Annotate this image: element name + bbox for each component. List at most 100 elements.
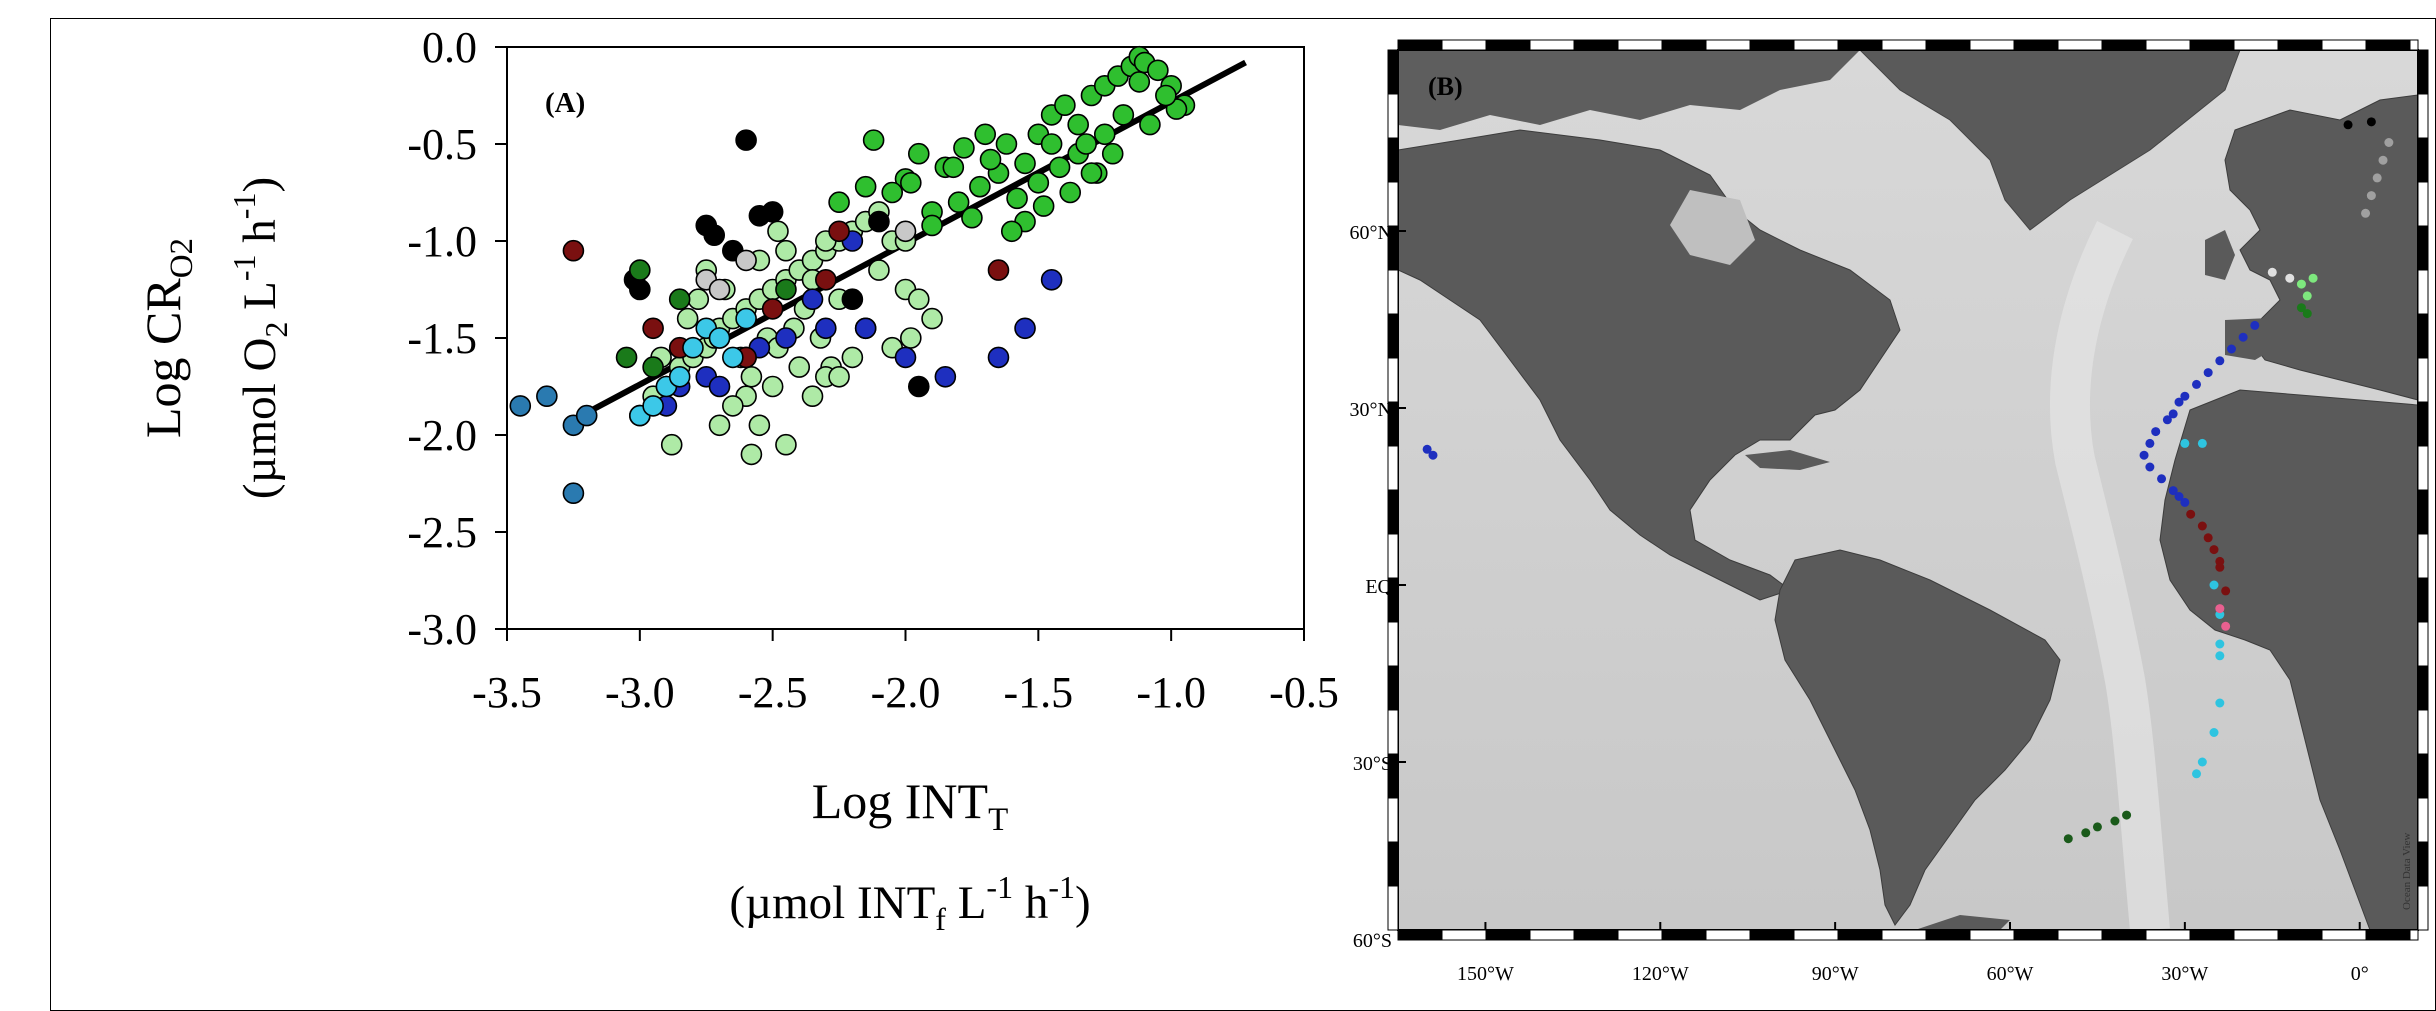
- iberia: [2225, 318, 2280, 360]
- frame-dash: [1617, 929, 1663, 941]
- scatter-point: [629, 259, 651, 281]
- scatter-point: [629, 278, 651, 301]
- station-marker: [2378, 155, 2388, 165]
- scatter-point: [814, 317, 837, 340]
- frame-dash: [2057, 39, 2103, 51]
- frame-dash: [2365, 929, 2411, 941]
- y-axis-units: (µmol O2 L-1 h-1): [226, 177, 294, 499]
- frame-dash: [1387, 269, 1399, 315]
- frame-dash: [2321, 929, 2367, 941]
- station-marker: [2226, 344, 2236, 354]
- y-units-part: L: [234, 281, 286, 321]
- x-units-sub: f: [935, 901, 946, 937]
- station-marker: [2145, 462, 2155, 472]
- frame-dash: [2417, 753, 2429, 799]
- caribbean-islands: [1745, 450, 1830, 470]
- x-units-part: L: [946, 877, 986, 929]
- x-axis-units: (µmol INTf L-1 h-1): [729, 869, 1090, 937]
- africa: [2159, 389, 2418, 930]
- y-units-sup: -1: [226, 254, 262, 281]
- y-units-part: h: [234, 219, 286, 254]
- scatter-points: [509, 45, 1196, 505]
- station-marker: [2302, 291, 2312, 301]
- panel-label-b: (B): [1428, 72, 1463, 101]
- station-marker: [2139, 450, 2149, 460]
- scatter-point: [1006, 187, 1028, 210]
- scatter-point: [907, 288, 930, 311]
- latitude-labels: 60°N 30°N EQ 30°S 60°S: [1350, 222, 1406, 952]
- scatter-point: [868, 259, 890, 281]
- scatter-point: [987, 259, 1010, 281]
- frame-dash: [1529, 39, 1575, 51]
- scatter-point: [668, 365, 691, 388]
- scatter-point: [1059, 181, 1082, 204]
- frame-dash: [2417, 357, 2429, 403]
- arctic-islands: [1398, 50, 1860, 130]
- frame-dash: [1387, 49, 1399, 95]
- y-units-part: (µmol O: [234, 338, 286, 500]
- scatter-point: [676, 307, 699, 330]
- frame-dash: [1837, 39, 1883, 51]
- frame-dash: [2417, 93, 2429, 139]
- frame-dash: [2417, 49, 2429, 95]
- frame-dash: [1617, 39, 1663, 51]
- frame-dash: [2189, 39, 2235, 51]
- scatter-point: [1075, 133, 1097, 155]
- frame-dash: [1925, 929, 1971, 941]
- scatter-point: [1032, 195, 1055, 217]
- scatter-point: [921, 307, 943, 330]
- frame-dash: [1397, 39, 1443, 51]
- station-marker: [2361, 208, 2371, 218]
- scatter-point: [801, 288, 824, 311]
- frame-dash: [1925, 39, 1971, 51]
- scatter-point: [1139, 113, 1161, 136]
- y-tick-label: -2.0: [407, 411, 477, 460]
- scatter-point: [562, 239, 585, 262]
- scatter-point: [642, 356, 664, 378]
- longitude-labels: 150°W 120°W 90°W 60°W 30°W 0°: [1457, 922, 2369, 985]
- station-marker: [2192, 379, 2202, 389]
- british-isles: [2205, 230, 2235, 280]
- scatter-point: [660, 433, 683, 456]
- frame-dash: [1573, 929, 1619, 941]
- scatter-point: [961, 206, 983, 229]
- frame-dash: [2277, 39, 2323, 51]
- x-units-sup: -1: [986, 869, 1013, 905]
- scatter-point: [854, 317, 877, 340]
- scatter-point: [1147, 59, 1169, 82]
- frame-dash: [2417, 885, 2429, 931]
- y-tick-label: -1.5: [407, 314, 477, 363]
- station-marker: [2122, 810, 2132, 820]
- frame-dash: [1441, 929, 1487, 941]
- frame-dash: [2417, 709, 2429, 755]
- station-marker: [2162, 415, 2172, 425]
- map-credit: Ocean Data View: [2401, 833, 2413, 910]
- y-units-sup: -1: [226, 193, 262, 220]
- lon-label: 120°W: [1632, 963, 1689, 985]
- scatter-point: [722, 395, 744, 417]
- station-marker: [2145, 438, 2155, 448]
- scatter-point: [1101, 142, 1124, 165]
- frame-dash: [2233, 929, 2279, 941]
- x-label-main: Log INT: [812, 773, 988, 829]
- frame-dash: [2233, 39, 2279, 51]
- frame-dash: [1387, 621, 1399, 667]
- scatter-point: [703, 224, 726, 246]
- scatter-point: [708, 327, 731, 349]
- scatter-point: [1128, 71, 1151, 93]
- station-marker: [2215, 356, 2225, 366]
- scatter-point: [942, 156, 965, 179]
- scatter-point: [788, 356, 811, 378]
- scatter-point: [642, 395, 664, 417]
- station-marker: [2209, 580, 2219, 590]
- scatter-point: [735, 249, 757, 272]
- station-marker: [2384, 138, 2394, 147]
- lon-label: 150°W: [1457, 963, 1514, 985]
- frame-dash: [2101, 929, 2147, 941]
- frame-dash: [2145, 39, 2191, 51]
- x-units-sup: -1: [1048, 869, 1075, 905]
- station-marker: [2215, 651, 2225, 661]
- scatter-point: [642, 317, 664, 340]
- scatter-point: [575, 404, 598, 427]
